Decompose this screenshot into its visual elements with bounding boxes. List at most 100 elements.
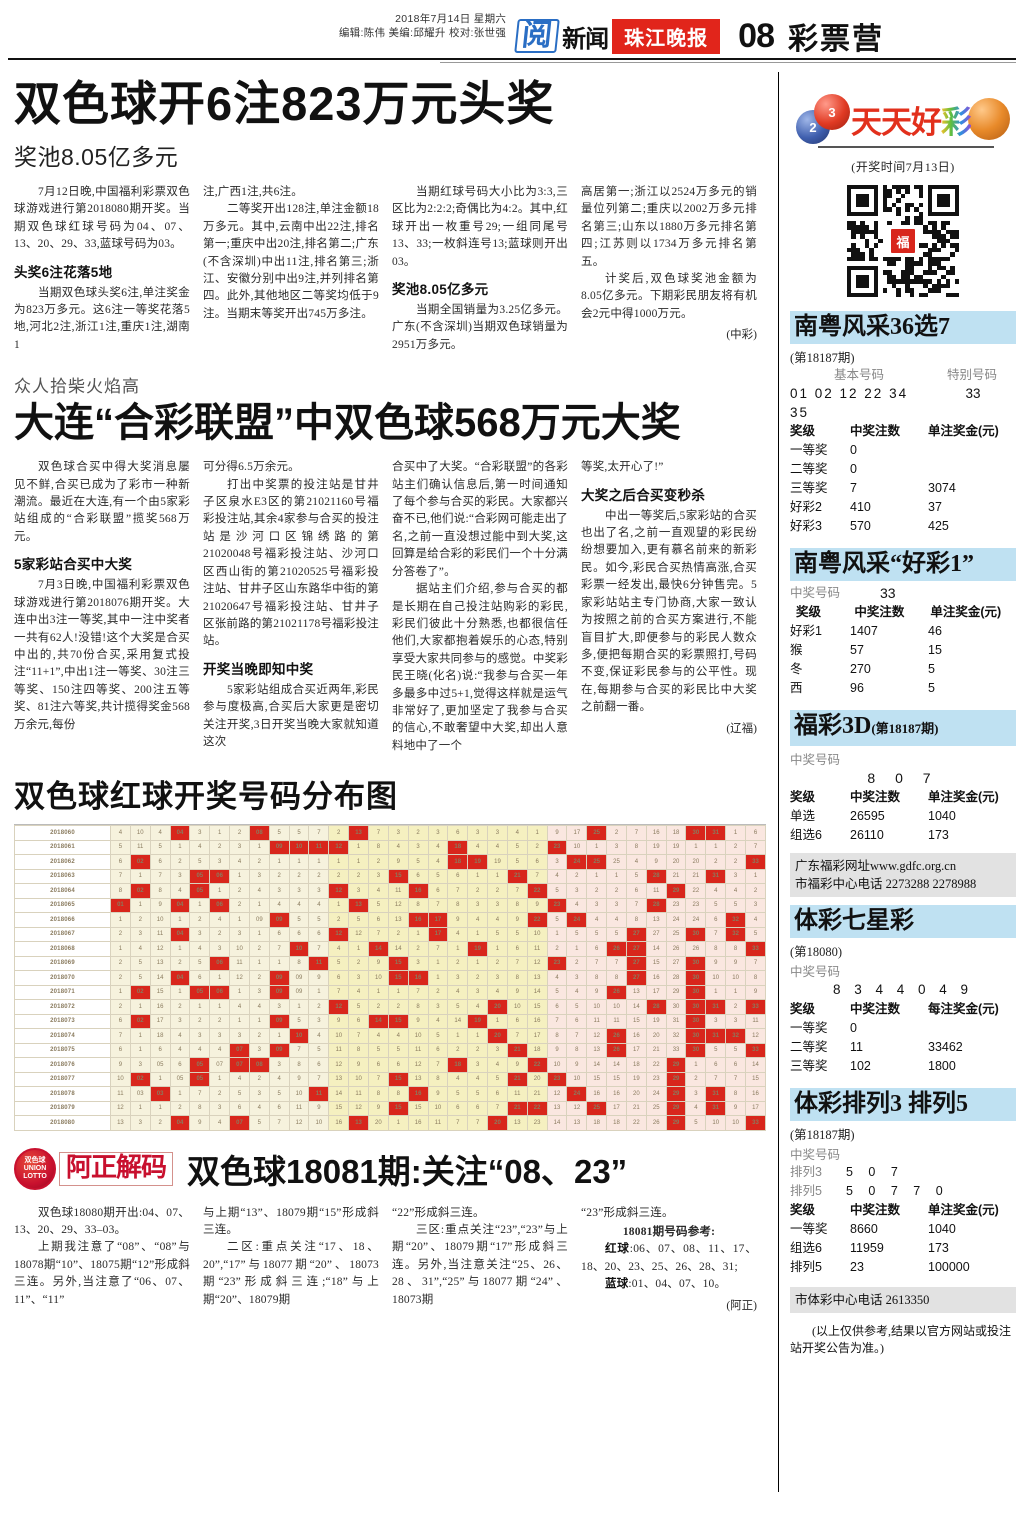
miss-count-cell: 4 [189, 1042, 211, 1059]
miss-count-cell: 1 [586, 868, 608, 885]
miss-count-cell: 27 [665, 955, 687, 972]
miss-count-cell: 2 [606, 825, 627, 841]
miss-count-cell: 1 [348, 941, 369, 957]
miss-count-cell: 4 [129, 941, 151, 957]
drawn-number-cell: 25 [586, 825, 608, 841]
miss-count-cell: 2 [308, 999, 330, 1015]
miss-count-cell: 1 [467, 868, 489, 885]
miss-count-cell: 15 [526, 999, 548, 1015]
miss-count-cell: 7 [506, 955, 528, 972]
miss-count-cell: 2 [467, 883, 489, 899]
miss-count-cell: 1 [487, 1013, 508, 1030]
drawn-number-cell: 18 [447, 854, 469, 870]
miss-count-cell: 5 [328, 955, 350, 972]
paragraph: 高居第一;浙江以2524万多元的销量位列第二;重庆以2002万多元排名第三;山东… [581, 186, 757, 268]
drawn-number-cell: 23 [546, 1071, 568, 1088]
drawn-number-cell: 22 [526, 1057, 548, 1073]
miss-count-cell: 10 [110, 1071, 131, 1088]
table-row: 2018064 8 02 8 4 05 1 2 4 3 3 3 12 3 4 11 16 6 7 2 2 7 22 5 3 2 2 6… [14, 883, 766, 899]
drawn-number-cell: 20 [487, 999, 508, 1015]
miss-count-cell: 2 [387, 926, 409, 943]
miss-count-cell: 1 [209, 825, 231, 841]
drawn-number-cell: 24 [566, 854, 588, 870]
miss-count-cell: 2 [229, 825, 250, 841]
miss-count-cell: 1 [248, 1013, 270, 1030]
miss-count-cell: 7 [625, 825, 647, 841]
blue-ball-label: 蓝球 [605, 1278, 629, 1291]
table-row: 西 96 5 [790, 679, 1016, 698]
drawn-number-cell: 30 [685, 970, 707, 986]
drawn-number-cell: 05 [189, 984, 211, 1001]
miss-count-cell: 11 [387, 883, 409, 899]
paragraph: 上期我注意了“08”、“08”与18078期“10”、18075期“12”形成斜… [14, 1241, 190, 1306]
miss-count-cell: 13 [328, 1071, 350, 1088]
miss-count-cell: 9 [348, 1057, 369, 1073]
miss-count-cell: 4 [467, 912, 489, 928]
miss-count-cell: 10 [149, 912, 171, 928]
pailie5-label: 排列5 [790, 1184, 822, 1198]
miss-count-cell: 5 [407, 854, 429, 870]
miss-count-cell: 24 [665, 912, 687, 928]
drawn-number-cell: 11 [308, 1086, 330, 1102]
miss-count-cell: 3 [129, 926, 151, 943]
winner-count: 57 [850, 643, 864, 657]
prize-table-header: 奖级 中奖注数 单注奖金(元) [790, 422, 1016, 441]
miss-count-cell: 2 [248, 970, 270, 986]
miss-count-cell: 05 [149, 1057, 171, 1073]
miss-count-cell: 4 [209, 912, 231, 928]
miss-count-cell: 7 [189, 1086, 211, 1102]
miss-count-cell: 3 [248, 1042, 270, 1059]
paragraph: 当期全国销量为3.25亿多元。广东(不含深圳)当期双色球销量为2951万多元。 [392, 304, 568, 351]
qr-code[interactable]: 福 [847, 185, 959, 297]
miss-count-cell: 6 [447, 868, 469, 885]
miss-count-cell: 16 [149, 999, 171, 1015]
special-number: 33 [965, 386, 981, 401]
miss-count-cell: 3 [209, 941, 231, 957]
miss-count-cell: 13 [149, 955, 171, 972]
miss-count-cell: 6 [725, 1057, 746, 1073]
drawn-number-cell: 07 [229, 1115, 250, 1131]
drawn-number-cell: 30 [685, 1013, 707, 1030]
col-winner-count: 中奖注数 [850, 1203, 901, 1217]
miss-count-cell: 23 [665, 897, 687, 914]
miss-count-cell: 7 [447, 1115, 469, 1131]
miss-count-cell: 9 [586, 984, 608, 1001]
miss-count-cell: 9 [546, 1042, 568, 1059]
paragraph: 7月12日晚,中国福利彩票双色球游戏进行第2018080期开奖。当期双色球红球号… [14, 186, 190, 251]
miss-count-cell: 8 [506, 970, 528, 986]
miss-count-cell: 11 [229, 955, 250, 972]
paragraph: 据站主们介绍,参与合买的都是长期在自己投注站购彩的彩民,彩民们彼此十分熟悉,也都… [392, 583, 568, 752]
miss-count-cell: 9 [328, 1013, 350, 1030]
drawn-number-cell: 14 [367, 1013, 389, 1030]
miss-count-cell: 5 [288, 912, 310, 928]
prize-level: 组选6 [790, 828, 822, 842]
miss-count-cell: 26 [645, 1115, 667, 1131]
table-row: 一等奖 0 [790, 441, 1016, 460]
prize-amount: 1040 [928, 809, 956, 823]
miss-count-cell: 17 [566, 825, 588, 841]
issue-number: 2018075 [14, 1042, 111, 1059]
miss-count-cell: 4 [487, 912, 508, 928]
miss-count-cell: 6 [467, 1100, 489, 1117]
miss-count-cell: 4 [447, 1071, 469, 1088]
winning-numbers-row: 01 02 12 22 34 35 33 [790, 384, 1016, 422]
prize-amount: 37 [928, 500, 942, 514]
drawn-number-cell: 18 [447, 1057, 469, 1073]
issue-number: 2018074 [14, 1028, 111, 1044]
qr-center-logo-icon: 福 [889, 227, 917, 255]
drawn-number-cell: 30 [685, 1042, 707, 1059]
drawn-number-cell: 26 [606, 1042, 627, 1059]
seal-line-2: UNION [23, 1164, 47, 1172]
miss-count-cell: 2 [288, 868, 310, 885]
article2-subheading-2: 开奖当晚即知中奖 [203, 661, 314, 677]
col-winner-count: 中奖注数 [854, 605, 905, 619]
miss-count-cell: 03 [129, 1086, 151, 1102]
miss-count-cell: 16 [606, 1086, 627, 1102]
article1-headline: 双色球开6注823万元头奖 [14, 77, 555, 130]
miss-count-cell: 2 [328, 825, 350, 841]
miss-count-cell: 15 [328, 1100, 350, 1117]
miss-count-cell: 25 [606, 854, 627, 870]
drawn-number-cell: 29 [665, 1086, 687, 1102]
miss-count-cell: 7 [308, 941, 330, 957]
miss-count-cell: 4 [745, 912, 766, 928]
